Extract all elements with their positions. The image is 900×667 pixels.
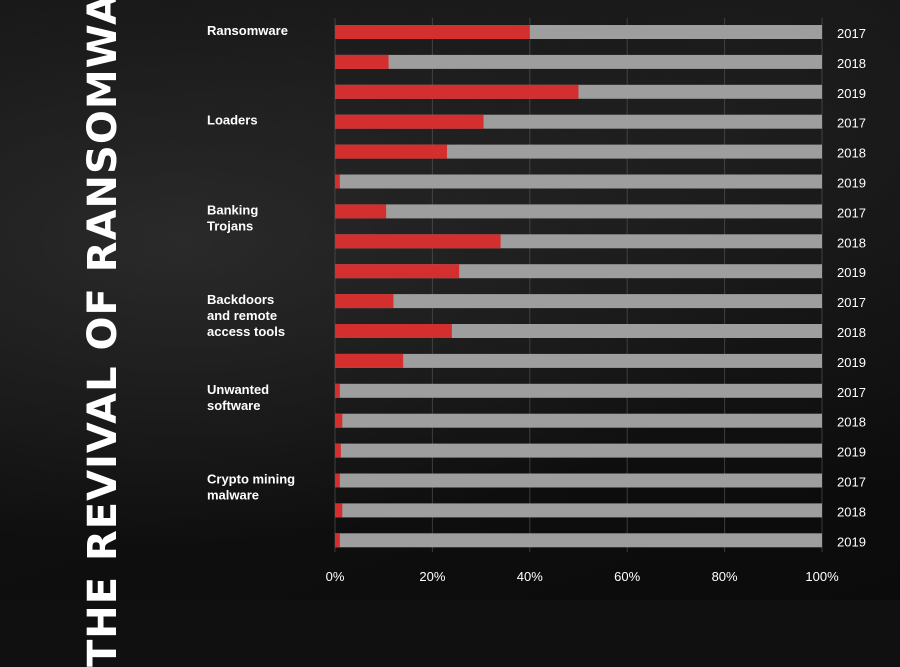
bar-value [335,264,460,279]
year-label: 2018 [837,415,866,430]
category-label: Trojans [207,218,253,233]
category-label: Banking [207,202,258,217]
x-tick-label: 20% [419,569,445,584]
year-label: 2018 [837,235,866,250]
bar-value [335,25,530,39]
bar-remainder [335,503,822,518]
bar-value [335,503,343,518]
bar-remainder [335,413,822,428]
year-label: 2019 [837,355,866,370]
bar-value [335,294,394,309]
year-label: 2018 [837,325,866,340]
bar-remainder [335,383,822,398]
bar-value [335,383,340,398]
category-label: Unwanted [207,382,269,397]
bar-remainder [335,533,822,548]
year-label: 2017 [837,26,866,41]
bar-remainder [335,204,822,219]
bar-remainder [335,174,822,189]
x-tick-label: 60% [614,569,640,584]
category-label: and remote [207,308,277,323]
category-label: Crypto mining [207,472,295,487]
bar-value [335,353,404,368]
bar-remainder [335,443,822,458]
bar-chart: Ransomware 2017 2018 2019 Loaders 2017 2018 201… [207,18,866,584]
bar-value [335,234,501,249]
category-label: malware [207,488,259,503]
bar-remainder [335,294,822,309]
bar-remainder [335,144,822,159]
year-label: 2017 [837,205,866,220]
bar-value [335,174,340,189]
category-label: Loaders [207,113,258,128]
bar-value [335,204,387,219]
year-label: 2017 [837,295,866,310]
bar-remainder [335,324,822,338]
category-label: Backdoors [207,292,274,307]
year-label: 2017 [837,385,866,400]
year-label: 2018 [837,146,866,161]
bar-remainder [335,473,822,488]
bar-value [335,413,343,428]
x-tick-label: 0% [326,569,345,584]
category-label: Ransomware [207,23,288,38]
year-label: 2018 [837,504,866,519]
category-label: software [207,398,260,413]
bar-value [335,114,484,129]
bar-remainder [335,54,822,69]
bar-value [335,443,341,458]
year-label: 2019 [837,445,866,460]
bar-value [335,533,340,548]
bar-value [335,473,340,488]
year-label: 2019 [837,86,866,101]
year-label: 2019 [837,534,866,549]
bar-value [335,54,389,69]
year-label: 2019 [837,265,866,280]
bar-value [335,84,579,99]
year-label: 2019 [837,176,866,191]
bar-value [335,144,448,159]
year-label: 2017 [837,475,866,490]
bar-remainder [335,353,822,368]
year-label: 2017 [837,116,866,131]
x-tick-label: 80% [712,569,738,584]
year-label: 2018 [837,56,866,71]
bar-value [335,324,452,338]
category-label: access tools [207,324,285,339]
x-tick-label: 40% [517,569,543,584]
x-tick-label: 100% [805,569,839,584]
